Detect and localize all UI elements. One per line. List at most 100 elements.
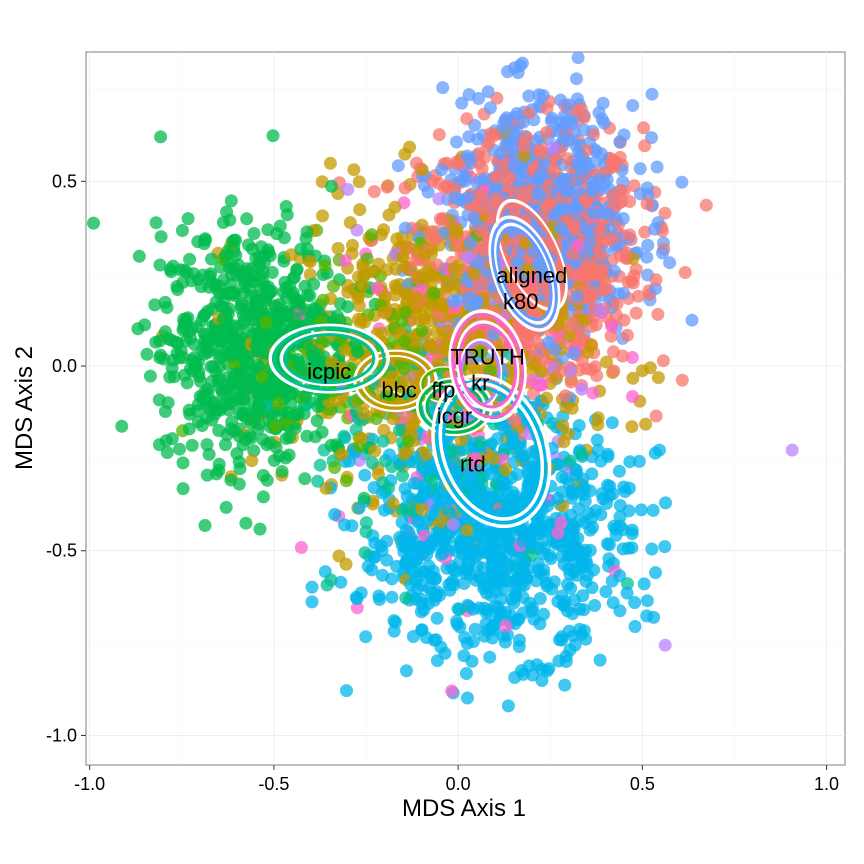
data-point-icgr [194, 280, 208, 294]
data-point-icgr [263, 436, 277, 450]
data-point-ffp [398, 305, 412, 319]
data-point-icgr [176, 456, 190, 470]
data-point-rtd [646, 503, 660, 517]
y-tick-label: 0.0 [52, 356, 77, 376]
data-point-truth [551, 526, 565, 540]
data-point-rtd [480, 606, 493, 620]
data-point-truth [370, 281, 384, 295]
data-point-rtd [576, 589, 590, 603]
data-point-icgr [159, 434, 173, 448]
y-tick-label: 0.5 [52, 171, 77, 191]
data-point-icgr [229, 233, 242, 247]
data-point-rtd [591, 443, 605, 457]
data-point-bbc [415, 502, 429, 516]
data-point-icgr [299, 303, 313, 317]
data-point-icgr [202, 447, 216, 461]
data-point-kr [446, 518, 460, 531]
data-point-rtd [403, 546, 417, 560]
data-point-aligned [475, 189, 489, 203]
data-point-aligned [596, 263, 610, 276]
data-point-k80 [548, 343, 562, 356]
data-point-bbc [600, 355, 614, 369]
data-point-aligned [475, 225, 488, 239]
data-point-rtd [527, 612, 541, 626]
data-point-icgr [300, 242, 314, 256]
data-point-aligned [482, 198, 496, 212]
data-point-icpic [445, 445, 459, 458]
data-point-k80 [510, 107, 524, 120]
data-point-k80 [461, 191, 475, 205]
data-point-k80 [458, 174, 472, 188]
data-point-rtd [600, 537, 614, 551]
data-point-rtd [562, 624, 576, 638]
data-point-aligned [432, 128, 446, 142]
data-point-rtd [387, 624, 401, 638]
data-point-bbc [377, 423, 391, 437]
data-point-rtd [473, 523, 487, 537]
ellipse-outline-rtd [431, 373, 552, 529]
data-point-rtd [359, 630, 373, 644]
data-point-rtd [334, 575, 348, 589]
data-point-icpic [473, 435, 487, 449]
data-point-icgr [288, 421, 302, 435]
data-point-aligned [430, 258, 444, 272]
x-tick-label: 1.0 [814, 774, 839, 794]
data-point-bbc [375, 326, 389, 340]
data-point-icgr [239, 516, 253, 530]
data-point-rtd [436, 547, 449, 560]
data-point-bbc [325, 355, 339, 369]
data-point-k80 [593, 172, 607, 186]
data-point-k80 [560, 184, 574, 198]
data-point-icpic [458, 457, 472, 471]
data-point-icgr [203, 269, 217, 283]
data-point-rtd [485, 524, 499, 538]
data-point-icpic [358, 546, 372, 560]
x-axis-ticks: -1.0 -0.5 0.0 0.5 1.0 [74, 765, 839, 794]
data-point-rtd [455, 535, 469, 549]
data-point-bbc [639, 417, 653, 431]
label-truth: TRUTH [450, 344, 525, 369]
data-point-rtd [491, 555, 505, 569]
ellipse-outline-icpic [279, 331, 379, 387]
data-point-rtd [577, 624, 591, 638]
data-point-icgr [198, 519, 212, 532]
data-point-rtd [441, 502, 454, 516]
data-point-icgr [158, 405, 172, 418]
data-point-bbc [366, 264, 380, 278]
data-point-bbc [407, 418, 420, 432]
data-point-icgr [233, 462, 247, 476]
data-point-bbc [397, 447, 411, 461]
data-point-rtd [387, 614, 401, 628]
data-point-truth [499, 619, 513, 633]
data-point-k80 [534, 167, 548, 181]
data-point-rtd [573, 484, 587, 498]
data-point-icgr [291, 357, 305, 371]
data-point-icgr [261, 223, 275, 237]
data-point-icgr [173, 442, 186, 456]
data-point-bbc [334, 361, 348, 375]
data-point-icgr [251, 297, 265, 311]
data-point-icgr [167, 370, 181, 384]
data-point-icgr [237, 352, 251, 366]
data-point-aligned [593, 224, 607, 238]
data-point-icgr [265, 265, 279, 279]
cluster-labels: aligned bbc ffp icpic icgr k80 kr rtd TRUTH [307, 263, 567, 476]
data-point-rtd [564, 508, 578, 522]
data-point-aligned [613, 150, 627, 164]
data-point-icgr [181, 212, 195, 226]
data-point-rtd [372, 589, 386, 603]
data-point-aligned [699, 198, 713, 212]
y-tick-label: -1.0 [46, 725, 77, 745]
data-point-bbc [323, 156, 337, 170]
data-point-ffp [397, 334, 411, 348]
data-point-icgr [324, 438, 338, 452]
data-point-rtd [383, 448, 396, 462]
data-point-aligned [638, 139, 652, 153]
data-point-k80 [567, 347, 581, 361]
data-point-truth [605, 319, 619, 333]
data-point-aligned [651, 307, 665, 321]
data-point-rtd [451, 602, 465, 616]
data-point-bbc [400, 286, 414, 300]
data-point-k80 [498, 113, 512, 127]
x-tick-label: 0.5 [630, 774, 655, 794]
